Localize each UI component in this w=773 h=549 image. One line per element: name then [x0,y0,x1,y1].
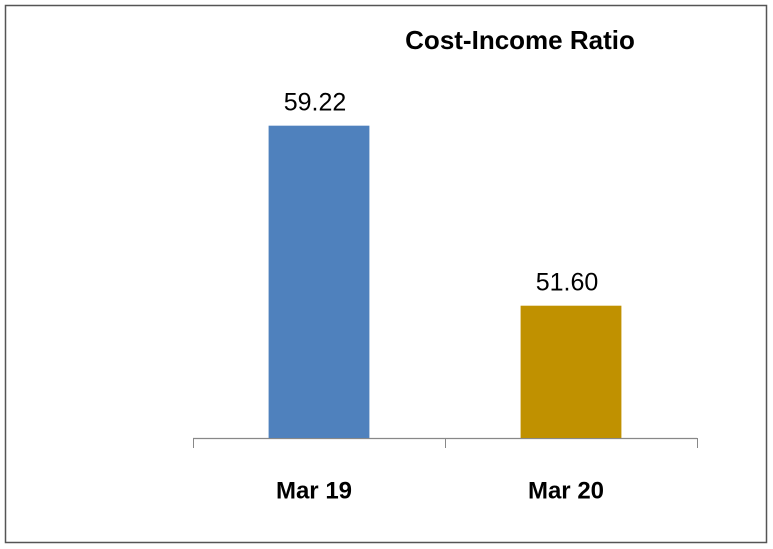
chart-title: Cost-Income Ratio [405,25,635,55]
bar [268,125,370,439]
chart-border [4,4,768,544]
x-tick-label: Mar 20 [528,477,604,504]
data-label: 51.60 [536,268,599,296]
data-label: 59.22 [284,88,347,116]
x-tick-label: Mar 19 [276,477,352,504]
bar [520,305,622,438]
